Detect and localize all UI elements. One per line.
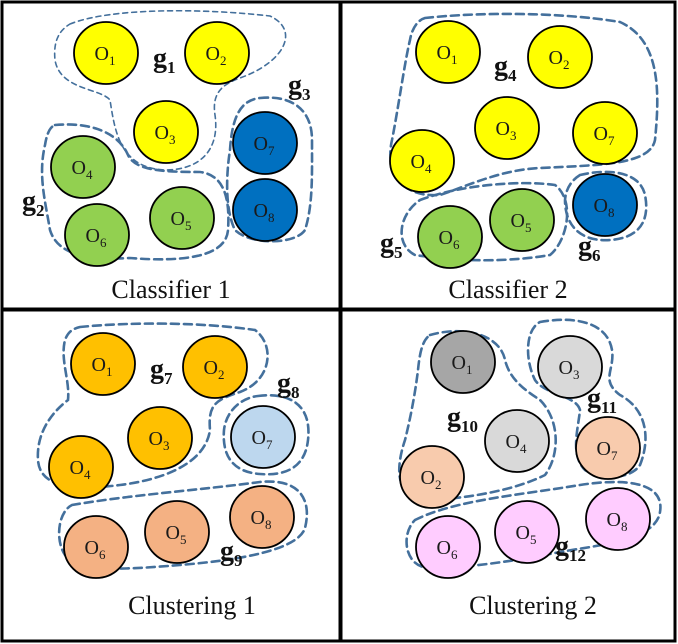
group-outline-g5: [400, 181, 569, 262]
node-o3-circle: [537, 335, 603, 399]
node-o1-circle: [415, 20, 481, 84]
node-o8-label: O8: [254, 200, 275, 225]
node-o2-circle: [184, 21, 250, 85]
group-outline-g2: [40, 123, 230, 261]
node-o6-label: O6: [86, 225, 107, 250]
node-o4-label: O4: [411, 151, 432, 176]
group-label-g2: g2: [22, 186, 45, 220]
node-o8-label: O8: [607, 509, 628, 534]
group-outline-g4: [389, 12, 659, 197]
node-o5-label: O5: [516, 522, 537, 547]
node-o4-label: O4: [72, 157, 93, 182]
node-o2-circle: [182, 335, 248, 399]
group-outline-g10: [398, 329, 557, 502]
node-o3-label: O3: [559, 357, 580, 382]
node-o3-label: O3: [496, 118, 517, 143]
node-o5-circle: [494, 500, 560, 564]
node-o8-label: O8: [594, 195, 615, 220]
node-o5-circle: [144, 500, 210, 564]
nodes-layer: O1 O2 O3 O4 O6 O5 O7 O8 O1 O2 O3 O7 O4 O6 O5 O8 O1 O2 O3 O4…: [48, 20, 651, 579]
node-o4-label: O4: [70, 457, 91, 482]
node-o2-label: O2: [206, 43, 227, 68]
node-o8-circle: [229, 485, 295, 549]
node-o4-circle: [484, 409, 550, 473]
node-o8-circle: [572, 173, 638, 237]
group-label-g11: g11: [587, 383, 617, 417]
node-o2-circle: [399, 445, 465, 509]
node-o4-circle: [48, 435, 114, 499]
caption-classifier-1: Classifier 1: [111, 275, 230, 304]
group-label-g8: g8: [277, 368, 300, 402]
node-o6-label: O6: [439, 227, 460, 252]
node-o7-label: O7: [594, 123, 615, 148]
node-o6-circle: [63, 515, 129, 579]
node-o7-circle: [575, 416, 641, 480]
node-o6-circle: [64, 203, 130, 267]
node-o2-label: O2: [204, 357, 225, 382]
node-o3-circle: [474, 96, 540, 160]
node-o1-label: O1: [437, 42, 458, 67]
node-o1-label: O1: [92, 354, 113, 379]
node-o3-circle: [127, 406, 193, 470]
node-o8-circle: [232, 178, 298, 242]
group-label-g1: g1: [153, 43, 176, 77]
node-o8-circle: [585, 487, 651, 551]
node-o2-circle: [527, 25, 593, 89]
node-o5-label: O5: [171, 208, 192, 233]
node-o7-circle: [572, 101, 638, 165]
node-o5-label: O5: [166, 522, 187, 547]
caption-classifier-2: Classifier 2: [448, 275, 567, 304]
node-o2-label: O2: [421, 467, 442, 492]
group-label-g3: g3: [288, 70, 311, 104]
node-o4-label: O4: [506, 431, 527, 456]
node-o5-label: O5: [511, 210, 532, 235]
node-o7-label: O7: [597, 438, 618, 463]
caption-clustering-2: Clustering 2: [469, 591, 597, 620]
node-o6-label: O6: [437, 537, 458, 562]
node-o6-circle: [415, 515, 481, 579]
node-o7-circle: [232, 111, 298, 175]
node-o2-label: O2: [549, 47, 570, 72]
node-o7-label: O7: [254, 133, 275, 158]
group-outline-g6: [563, 170, 648, 242]
group-outline-g3: [225, 96, 314, 243]
group-label-g10: g10: [447, 402, 478, 436]
node-o4-circle: [389, 129, 455, 193]
group-label-g12: g12: [555, 531, 586, 565]
group-label-g5: g5: [380, 228, 403, 262]
panel-frame-clustering-2: [339, 308, 677, 643]
node-o1-circle: [430, 330, 496, 394]
node-o4-circle: [50, 135, 116, 199]
node-o7-label: O7: [252, 427, 273, 452]
node-o3-label: O3: [155, 122, 176, 147]
node-o6-circle: [417, 205, 483, 269]
group-outline-g7: [36, 322, 269, 489]
node-o5-circle: [149, 186, 215, 250]
group-labels-layer: g1 g2 g3 g4 g5 g6 g7 g8 g9 g10 g11 g12: [22, 43, 617, 570]
node-o8-label: O8: [251, 507, 272, 532]
group-outline-g8: [222, 394, 310, 476]
group-outline-g1: [53, 9, 287, 171]
caption-clustering-1: Clustering 1: [128, 591, 256, 620]
group-label-g4: g4: [494, 51, 517, 85]
group-label-g7: g7: [150, 354, 173, 388]
node-o3-circle: [133, 100, 199, 164]
node-o7-circle: [230, 405, 296, 469]
group-label-g9: g9: [220, 536, 243, 570]
node-o6-label: O6: [85, 537, 106, 562]
node-o1-label: O1: [452, 352, 473, 377]
node-o1-label: O1: [95, 43, 116, 68]
node-o1-circle: [73, 21, 139, 85]
node-o1-circle: [70, 332, 136, 396]
node-o5-circle: [489, 188, 555, 252]
group-label-g6: g6: [578, 231, 601, 265]
node-o3-label: O3: [149, 428, 170, 453]
